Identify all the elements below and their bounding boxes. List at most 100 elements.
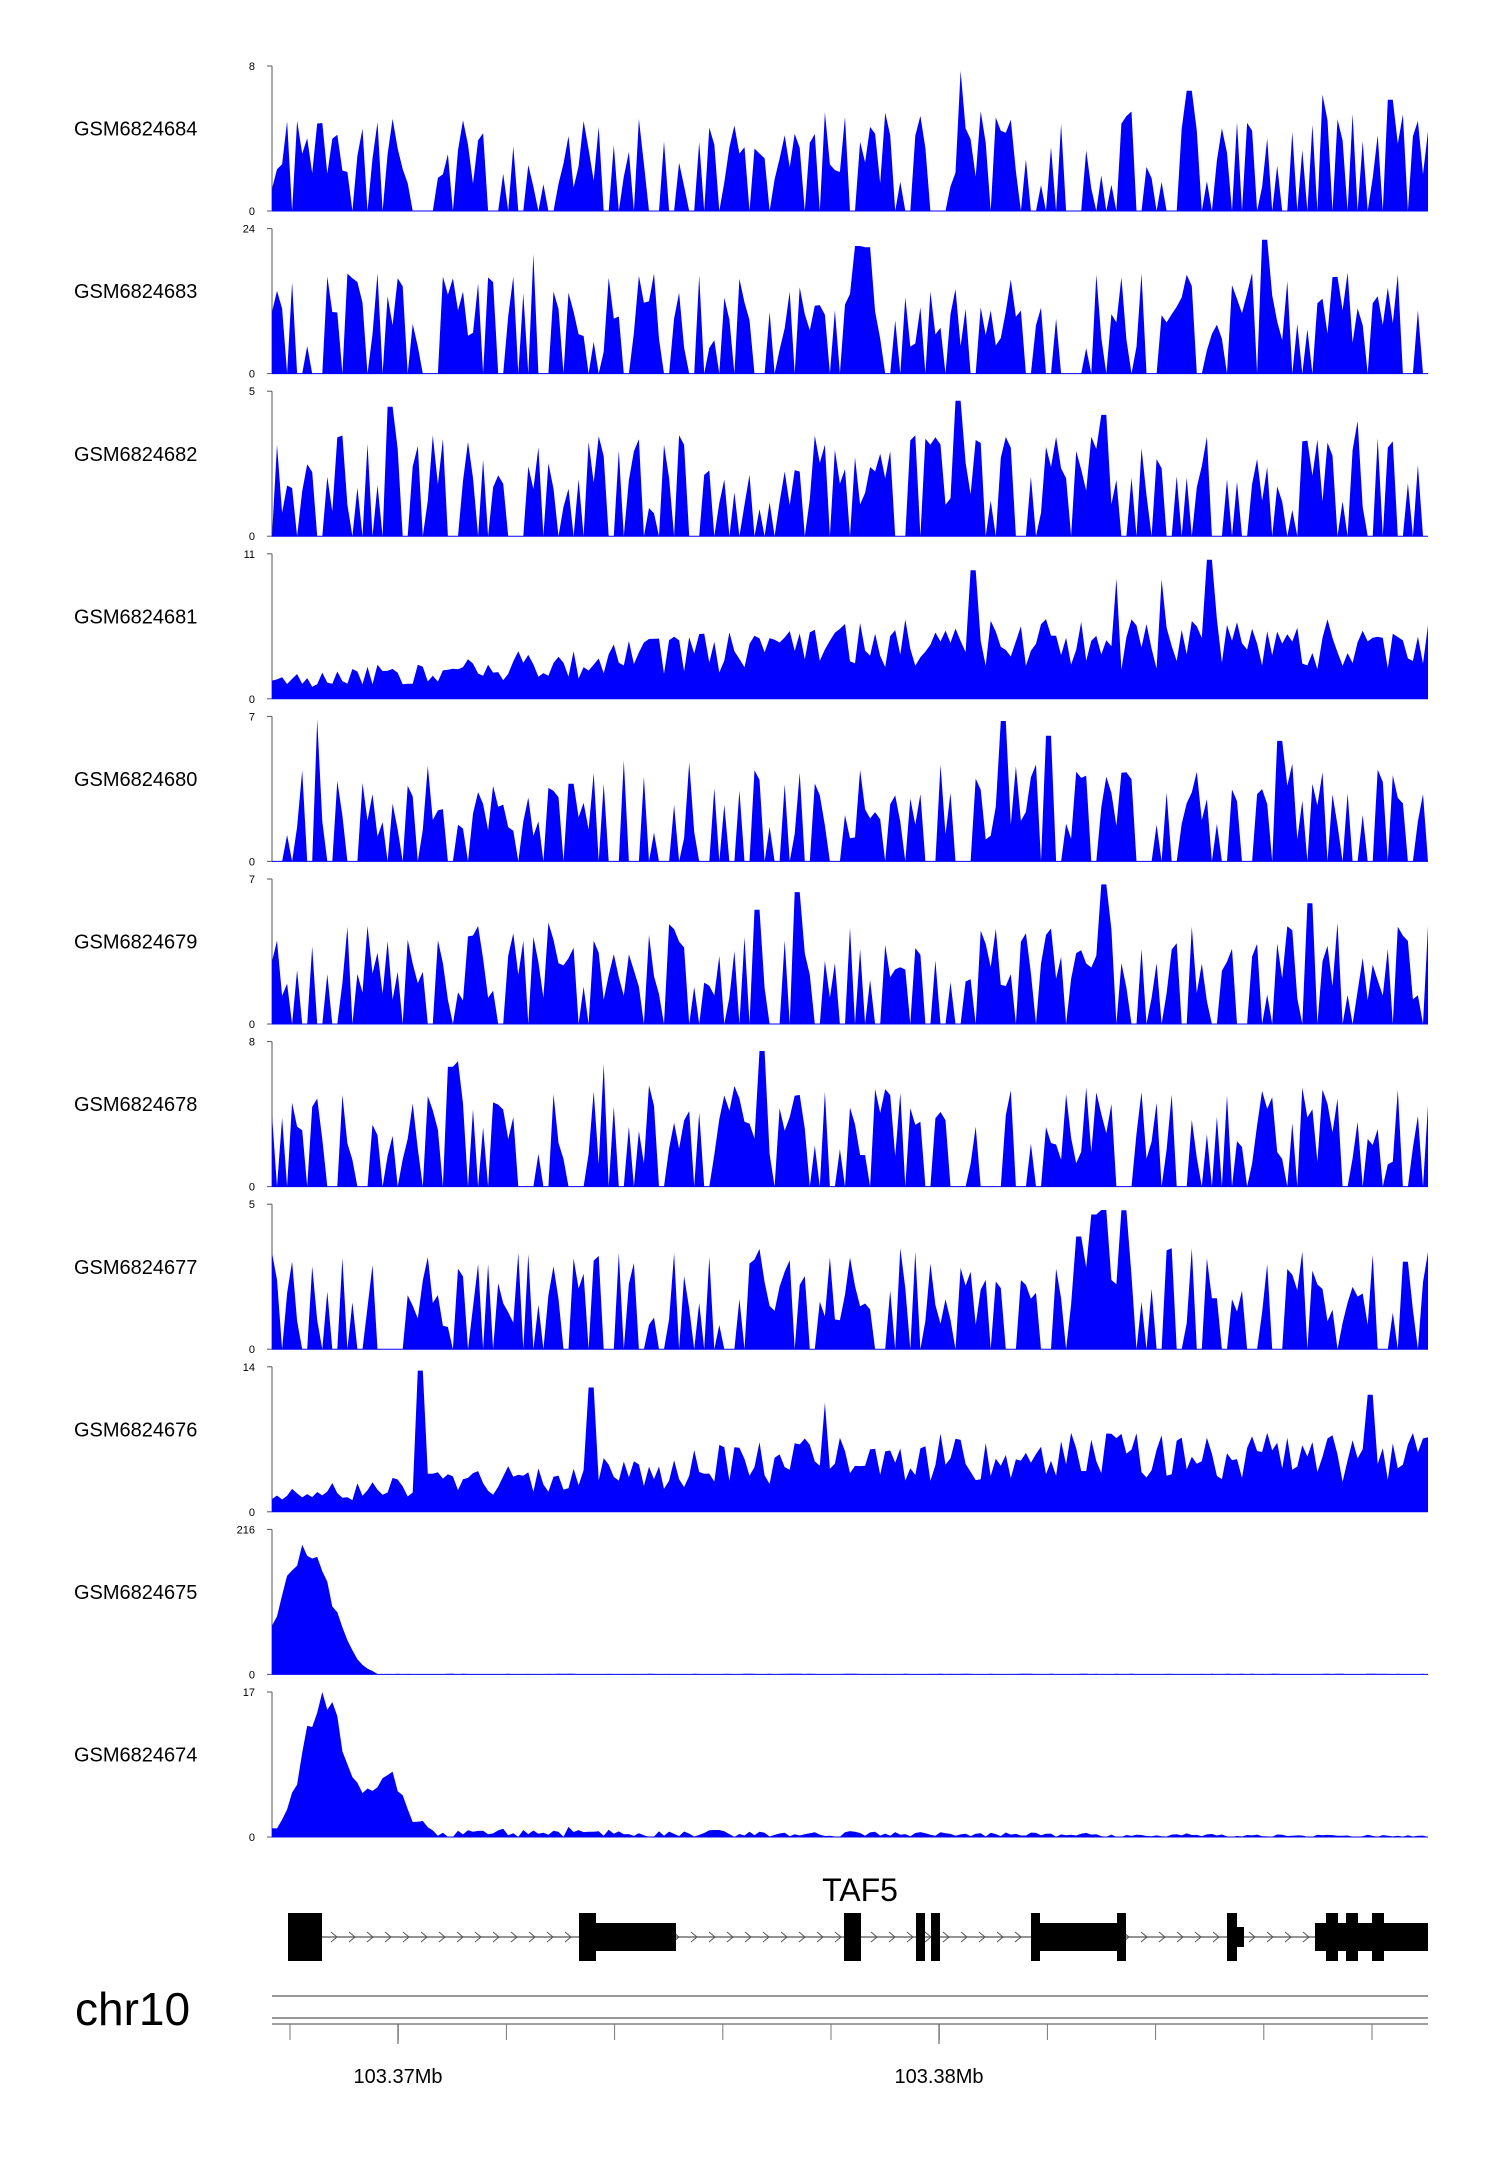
strand-arrow: [1302, 1931, 1310, 1943]
strand-arrow: [1248, 1931, 1256, 1943]
exon-11: [1372, 1913, 1384, 1961]
track-GSM6824683: GSM6824683 24 0: [74, 224, 1428, 381]
strand-arrow: [474, 1931, 482, 1943]
strand-arrow: [564, 1931, 572, 1943]
gene-model: TAF5: [288, 1872, 1428, 1961]
strand-arrow: [1014, 1931, 1022, 1943]
genome-axis: chr10 103.37Mb 103.38Mb: [75, 1983, 1428, 2088]
exon-7-tail: [1234, 1927, 1244, 1947]
exon-5: [931, 1913, 940, 1961]
strand-arrow: [330, 1931, 338, 1943]
track-GSM6824682: GSM6824682 5 0: [74, 386, 1428, 543]
y-min-label: 0: [249, 1019, 255, 1031]
track-label: GSM6824677: [74, 1257, 197, 1279]
y-min-label: 0: [249, 531, 255, 543]
y-min-label: 0: [249, 856, 255, 868]
strand-arrow: [438, 1931, 446, 1943]
y-min-label: 0: [249, 206, 255, 218]
strand-arrow: [708, 1931, 716, 1943]
strand-arrow: [906, 1931, 914, 1943]
y-max-label: 5: [249, 386, 255, 398]
strand-arrow: [942, 1931, 950, 1943]
coverage-area: [272, 400, 1428, 537]
strand-arrow: [780, 1931, 788, 1943]
strand-arrow: [996, 1931, 1004, 1943]
strand-arrow: [726, 1931, 734, 1943]
strand-arrow: [762, 1931, 770, 1943]
y-max-label: 14: [243, 1362, 255, 1374]
y-max-label: 8: [249, 1037, 255, 1049]
track-GSM6824676: GSM6824676 14 0: [74, 1362, 1428, 1519]
track-label: GSM6824676: [74, 1419, 197, 1441]
strand-arrow: [1212, 1931, 1220, 1943]
strand-arrow: [1284, 1931, 1292, 1943]
y-min-label: 0: [249, 694, 255, 706]
y-min-label: 0: [249, 1832, 255, 1844]
exon-6: [1038, 1923, 1120, 1951]
chromosome-label: chr10: [75, 1983, 190, 2035]
exon-7: [1227, 1913, 1237, 1961]
strand-arrow: [420, 1931, 428, 1943]
y-max-label: 7: [249, 711, 255, 723]
strand-arrow: [492, 1931, 500, 1943]
track-GSM6824675: GSM6824675 216 0: [74, 1524, 1428, 1681]
strand-arrow: [690, 1931, 698, 1943]
exon-4: [916, 1913, 925, 1961]
y-max-label: 11: [244, 549, 255, 561]
strand-arrow: [384, 1931, 392, 1943]
exon-3: [844, 1913, 861, 1961]
coverage-area: [272, 1544, 1428, 1675]
strand-arrow: [1140, 1931, 1148, 1943]
y-min-label: 0: [249, 1669, 255, 1681]
track-GSM6824681: GSM6824681 11 0: [74, 549, 1428, 706]
y-max-label: 24: [243, 224, 255, 236]
coverage-area: [272, 884, 1428, 1024]
y-min-label: 0: [249, 1344, 255, 1356]
axis-minor-ticks: [289, 2024, 1373, 2040]
strand-arrow: [960, 1931, 968, 1943]
strand-arrow: [1176, 1931, 1184, 1943]
exon-2-utr: [579, 1913, 596, 1961]
axis-tick-label-1: 103.37Mb: [354, 2066, 443, 2088]
strand-arrow: [1158, 1931, 1166, 1943]
coverage-area: [272, 1210, 1428, 1350]
strand-arrow: [510, 1931, 518, 1943]
strand-arrow: [816, 1931, 824, 1943]
coverage-tracks: GSM682468480GSM6824683240GSM682468250GSM…: [74, 61, 1428, 1844]
track-GSM6824674: GSM6824674 17 0: [74, 1687, 1428, 1844]
y-max-label: 216: [237, 1524, 255, 1536]
track-label: GSM6824684: [74, 119, 197, 141]
strand-arrow: [888, 1931, 896, 1943]
strand-arrow: [744, 1931, 752, 1943]
y-min-label: 0: [249, 369, 255, 381]
y-max-label: 8: [249, 61, 255, 73]
coverage-area: [272, 1370, 1428, 1512]
strand-arrow: [1266, 1931, 1274, 1943]
track-label: GSM6824679: [74, 932, 197, 954]
strand-arrow: [834, 1931, 842, 1943]
y-min-label: 0: [249, 1507, 255, 1519]
track-label: GSM6824675: [74, 1582, 197, 1604]
track-GSM6824679: GSM6824679 7 0: [74, 874, 1428, 1031]
track-GSM6824684: GSM6824684 8 0: [74, 61, 1428, 218]
y-max-label: 7: [249, 874, 255, 886]
y-min-label: 0: [249, 1182, 255, 1194]
track-label: GSM6824678: [74, 1094, 197, 1116]
gene-name-label: TAF5: [822, 1872, 898, 1908]
coverage-area: [272, 719, 1428, 862]
track-GSM6824680: GSM6824680 7 0: [74, 711, 1428, 868]
strand-arrow: [978, 1931, 986, 1943]
y-max-label: 17: [243, 1687, 255, 1699]
coverage-area: [272, 239, 1428, 374]
exon-10: [1346, 1913, 1358, 1961]
exon-6-end: [1117, 1913, 1126, 1961]
exon-9: [1326, 1913, 1338, 1961]
coverage-area: [272, 70, 1428, 212]
strand-arrow: [1194, 1931, 1202, 1943]
strand-arrow: [402, 1931, 410, 1943]
strand-arrow: [456, 1931, 464, 1943]
track-GSM6824678: GSM6824678 8 0: [74, 1037, 1428, 1194]
strand-arrow: [870, 1931, 878, 1943]
strand-arrow: [528, 1931, 536, 1943]
